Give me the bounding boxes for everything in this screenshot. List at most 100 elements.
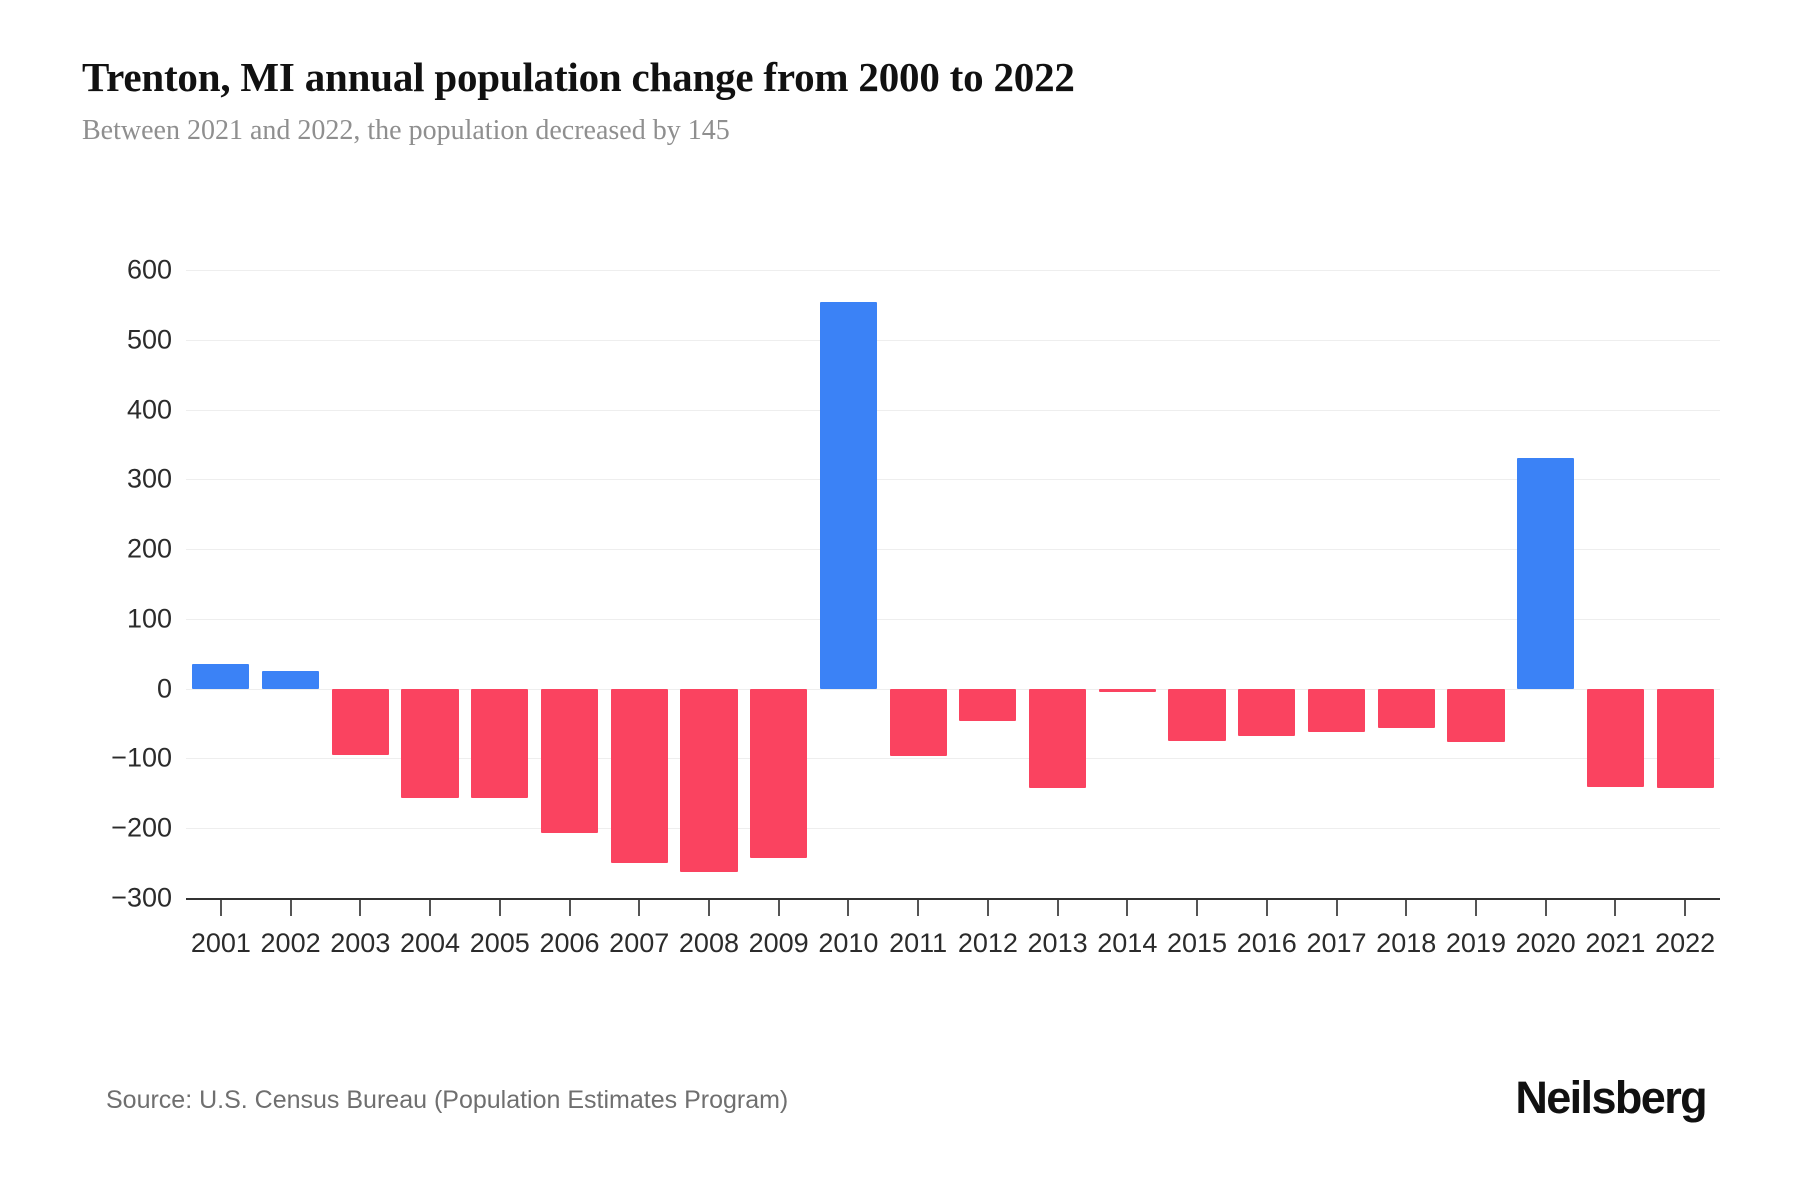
bar-2003[interactable] xyxy=(331,688,389,755)
page-title: Trenton, MI annual population change fro… xyxy=(82,54,1075,100)
y-axis-tick-label: 0 xyxy=(156,673,172,704)
x-axis-tick xyxy=(1405,900,1408,916)
bar-2020[interactable] xyxy=(1517,457,1575,689)
bar-2014[interactable] xyxy=(1098,688,1156,693)
bar-2019[interactable] xyxy=(1447,688,1505,742)
x-axis-tick xyxy=(1684,900,1687,916)
gridline xyxy=(186,758,1720,760)
x-axis-tick-label-2005: 2005 xyxy=(469,928,530,958)
x-axis-tick-label-2020: 2020 xyxy=(1515,928,1576,958)
x-axis-line xyxy=(186,898,1720,900)
gridline xyxy=(186,270,1720,271)
x-axis-tick-label-2001: 2001 xyxy=(190,928,251,958)
bar-slot[interactable] xyxy=(1441,270,1511,898)
bar-2008[interactable] xyxy=(680,688,738,873)
x-axis-tick xyxy=(568,900,571,916)
gridline xyxy=(186,339,1720,341)
bar-2016[interactable] xyxy=(1238,688,1296,737)
bar-slot[interactable] xyxy=(604,270,674,898)
bar-slot[interactable] xyxy=(325,270,395,898)
bar-2004[interactable] xyxy=(401,688,459,799)
bar-2005[interactable] xyxy=(471,688,529,799)
x-axis-tick-label-2021: 2021 xyxy=(1585,928,1646,958)
x-axis-tick-label-2012: 2012 xyxy=(957,928,1018,958)
x-axis-tick-label-2010: 2010 xyxy=(818,928,879,958)
gridline xyxy=(186,688,1720,690)
x-axis-tick xyxy=(1126,900,1129,916)
y-axis-tick-label: −100 xyxy=(111,742,172,773)
y-axis-tick-label: 100 xyxy=(126,603,172,634)
x-axis-tick xyxy=(707,900,710,916)
x-axis-tick xyxy=(1056,900,1059,916)
x-axis-tick-label-2006: 2006 xyxy=(539,928,600,958)
bar-series xyxy=(186,270,1720,898)
x-axis-tick-label-2003: 2003 xyxy=(330,928,391,958)
x-axis-tick-label-2009: 2009 xyxy=(748,928,809,958)
bar-slot[interactable] xyxy=(674,270,744,898)
x-axis-tick xyxy=(1265,900,1268,916)
bar-slot[interactable] xyxy=(1302,270,1372,898)
neilsberg-logo: Neilsberg xyxy=(1515,1072,1707,1123)
bar-slot[interactable] xyxy=(1023,270,1093,898)
bar-2015[interactable] xyxy=(1168,688,1226,741)
bar-2017[interactable] xyxy=(1307,688,1366,732)
chart-footer: Source: U.S. Census Bureau (Population E… xyxy=(106,1072,1708,1138)
bar-slot[interactable] xyxy=(465,270,535,898)
gridline xyxy=(186,409,1720,411)
bar-slot[interactable] xyxy=(1162,270,1232,898)
x-axis-tick-label-2002: 2002 xyxy=(260,928,321,958)
x-axis-tick-label-2022: 2022 xyxy=(1655,928,1716,958)
bar-slot[interactable] xyxy=(1511,270,1581,898)
x-axis-tick xyxy=(847,900,850,916)
x-axis-tick-label-2017: 2017 xyxy=(1306,928,1367,958)
bar-2010[interactable] xyxy=(819,302,877,689)
bar-2001[interactable] xyxy=(192,663,250,689)
x-axis-tick xyxy=(429,900,432,916)
bar-slot[interactable] xyxy=(1092,270,1162,898)
x-axis-tick-label-2007: 2007 xyxy=(609,928,670,958)
bar-2011[interactable] xyxy=(889,688,947,756)
bar-slot[interactable] xyxy=(256,270,326,898)
x-axis: 2001 2002 2003 2004 2005 2006 2007 2008 2009 2010… xyxy=(186,900,1720,970)
x-axis-tick xyxy=(1544,900,1547,916)
y-axis-tick-label: 400 xyxy=(126,394,172,425)
gridline xyxy=(186,549,1720,551)
bar-slot[interactable] xyxy=(953,270,1023,898)
plot-frame: 600 500 400 300 200 100 0 −100 −200 −300 xyxy=(111,255,1720,913)
x-axis-tick xyxy=(986,900,989,916)
x-axis-tick xyxy=(917,900,920,916)
bar-2022[interactable] xyxy=(1656,688,1714,789)
x-axis-tick xyxy=(777,900,780,916)
x-axis-tick xyxy=(219,900,222,916)
x-axis-tick xyxy=(289,900,292,916)
x-axis-tick-label-2019: 2019 xyxy=(1445,928,1506,958)
x-axis-tick-label-2008: 2008 xyxy=(678,928,739,958)
bar-slot[interactable] xyxy=(1232,270,1302,898)
bar-2002[interactable] xyxy=(261,671,320,689)
bar-slot[interactable] xyxy=(535,270,605,898)
bar-slot[interactable] xyxy=(1650,270,1720,898)
bar-2018[interactable] xyxy=(1377,688,1435,729)
bar-slot[interactable] xyxy=(1371,270,1441,898)
bar-2007[interactable] xyxy=(610,688,668,864)
bar-2021[interactable] xyxy=(1586,688,1644,788)
gridline xyxy=(186,828,1720,830)
x-axis-tick xyxy=(638,900,641,916)
bar-slot[interactable] xyxy=(814,270,884,898)
bar-slot[interactable] xyxy=(395,270,465,898)
bar-2012[interactable] xyxy=(959,688,1017,721)
gridline xyxy=(186,479,1720,481)
bar-2013[interactable] xyxy=(1028,688,1087,788)
bar-slot[interactable] xyxy=(1581,270,1651,898)
bar-2009[interactable] xyxy=(750,688,808,858)
x-axis-tick-label-2011: 2011 xyxy=(889,928,948,958)
bar-slot[interactable] xyxy=(186,270,256,898)
bar-slot[interactable] xyxy=(883,270,953,898)
bar-2006[interactable] xyxy=(540,688,599,834)
y-axis-tick-label: −300 xyxy=(111,882,172,913)
source-note: Source: U.S. Census Bureau (Population E… xyxy=(106,1086,789,1114)
gridline xyxy=(186,618,1720,620)
x-axis-tick-label-2015: 2015 xyxy=(1166,928,1228,958)
bar-slot[interactable] xyxy=(744,270,814,898)
